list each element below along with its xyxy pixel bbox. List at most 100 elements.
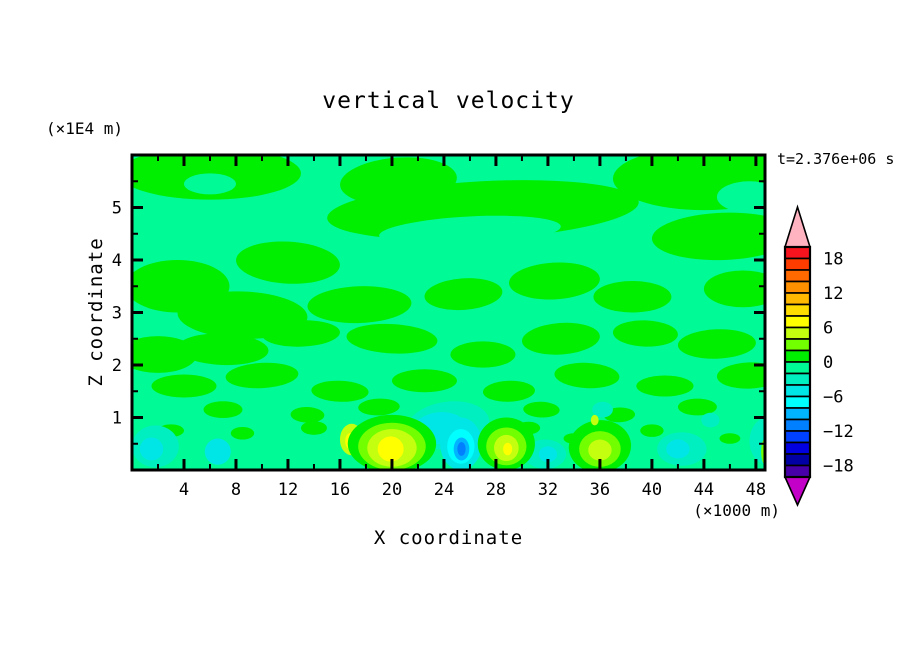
colorbar-under-arrow [783,476,812,507]
contour-patch [311,380,369,402]
contour-patch [590,414,599,426]
z-axis-units-label: (×1E4 m) [46,119,124,138]
contour-patch [677,329,756,359]
colorbar-cell [784,338,811,352]
contour-patch [300,421,327,435]
contour-patch [522,322,600,355]
colorbar-tick-label: −18 [823,457,854,477]
contour-patch [593,281,672,313]
colorbar-cell [784,292,811,306]
x-axis-title: X coordinate [373,527,524,549]
z-tick-label: 4 [112,251,122,271]
colorbar-cell [784,269,811,283]
colorbar-tick-label: −6 [823,388,843,408]
contour-patch [677,398,717,416]
x-tick-label: 4 [179,480,189,500]
contour-patch [761,437,765,467]
contour-patch [377,436,404,462]
colorbar-cell [784,303,811,317]
z-tick-label: 3 [112,304,122,324]
colorbar-cell [784,418,811,432]
time-annotation: t=2.376e+06 s [777,150,895,168]
z-tick-labels: 1 2 3 4 5 [112,199,122,429]
contour-patch [508,262,600,300]
contour-patch [225,362,299,389]
colorbar-cell [784,430,811,444]
contour-patch [391,369,457,393]
x-tick-label: 32 [538,480,558,500]
colorbar-cell [784,372,811,386]
contour-patch [236,241,340,284]
colorbar-border [783,245,812,479]
colorbar-cell [784,257,811,271]
axis-ticks [132,155,765,470]
x-tick-label: 40 [642,480,662,500]
contour-patch [203,401,243,419]
contour-patch [307,286,412,324]
x-tick-label: 44 [694,480,714,500]
colorbar-cell [784,384,811,398]
colorbar-cell [784,361,811,375]
colorbar-cell [784,349,811,363]
colorbar-over-arrow [783,204,812,248]
contour-patch [716,362,765,389]
contour-patch [554,362,620,389]
contour-patch [358,398,400,416]
colorbar-tick-label: 18 [823,250,843,270]
contour-patch [588,439,612,461]
colorbar [783,204,812,507]
contour-field [132,155,765,470]
z-axis-title: Z coordinate [85,237,107,387]
contour-patch [651,212,765,261]
x-tick-label: 24 [434,480,454,500]
contour-patch [262,320,340,347]
colorbar-cell [784,315,811,329]
colorbar-tick-label: 0 [823,353,833,373]
z-tick-label: 5 [112,199,122,219]
contour-patch [204,438,231,465]
contour-patch [503,442,513,456]
colorbar-cell [784,407,811,421]
contour-patch [151,374,217,398]
contour-patch [290,406,325,423]
z-tick-label: 2 [112,356,122,376]
contour-patch [716,181,765,213]
colorbar-tick-label: 6 [823,319,833,339]
contour-patch [379,215,561,247]
z-tick-label: 1 [112,409,122,429]
x-tick-labels: 4 8 12 16 20 24 28 32 36 40 44 48 [179,480,766,500]
contour-patch [177,333,269,366]
colorbar-cell [784,246,811,260]
x-tick-label: 48 [746,480,766,500]
colorbar-cell [784,453,811,467]
contour-patch [612,320,678,347]
contour-patch [482,380,535,402]
contour-patch [636,375,694,397]
x-tick-label: 8 [231,480,241,500]
x-tick-label: 20 [382,480,402,500]
colorbar-labels: 18 12 6 0 −6 −12 −18 [823,250,854,477]
colorbar-cell [784,464,811,478]
contour-patch [183,173,236,195]
colorbar-cell [784,395,811,409]
x-tick-label: 12 [278,480,298,500]
contour-patch [719,433,741,444]
contour-patch [523,401,560,418]
contour-patch [749,417,765,465]
colorbar-cell [784,280,811,294]
contour-patch [424,278,503,311]
contour-patch [538,446,558,463]
contour-patch [450,341,516,368]
contour-patch [230,426,255,440]
contour-patch [592,401,613,418]
contour-patch [666,439,690,459]
contour-patch [139,437,164,461]
contour-patch [701,412,720,428]
colorbar-tick-label: 12 [823,284,843,304]
contour-patch [457,442,466,456]
colorbar-cell [784,441,811,455]
colorbar-cell [784,326,811,340]
x-tick-label: 16 [330,480,350,500]
x-axis-units-label: (×1000 m) [693,501,780,520]
